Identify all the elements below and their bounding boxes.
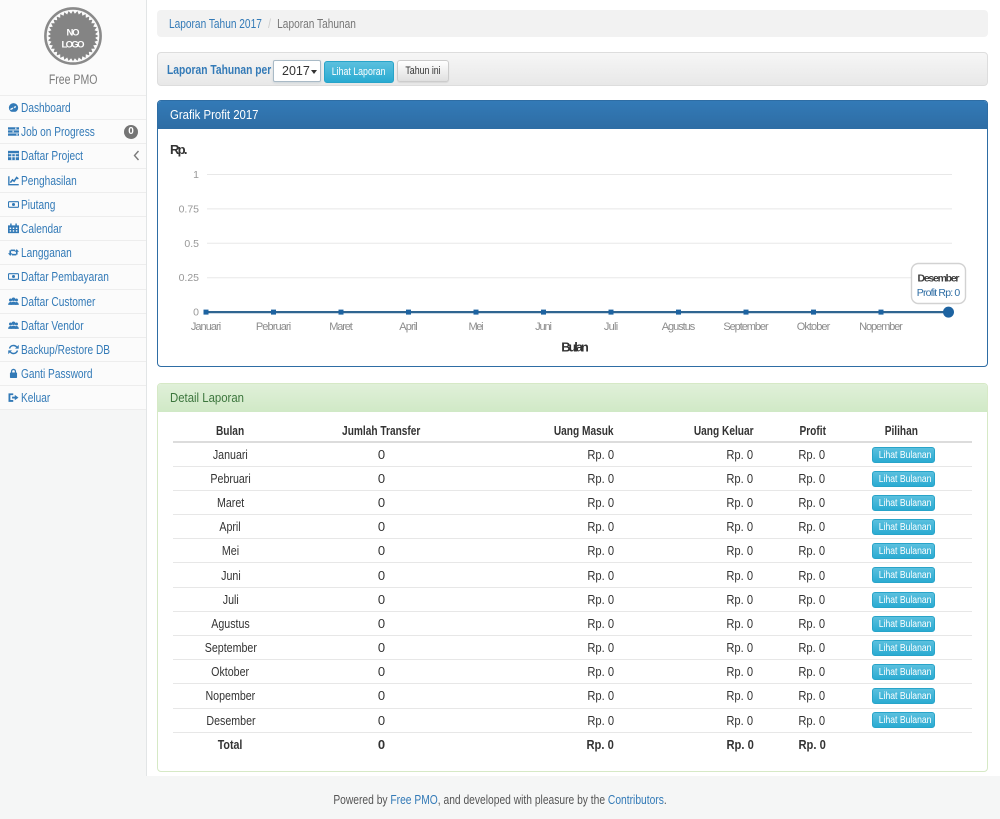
- svg-text:April: April: [399, 321, 418, 333]
- svg-text:Juli: Juli: [604, 321, 618, 333]
- svg-text:Profit Rp: 0: Profit Rp: 0: [917, 287, 961, 299]
- svg-text:September: September: [723, 321, 769, 333]
- svg-text:0.25: 0.25: [179, 272, 200, 284]
- svg-text:Agustus: Agustus: [662, 321, 696, 333]
- svg-text:Rp.: Rp.: [170, 142, 188, 157]
- svg-text:Pebruari: Pebruari: [256, 321, 291, 333]
- svg-text:Januari: Januari: [191, 321, 221, 333]
- svg-text:Nopember: Nopember: [859, 321, 903, 333]
- svg-text:Juni: Juni: [535, 321, 552, 333]
- svg-text:LOGO: LOGO: [62, 40, 85, 51]
- svg-text:Maret: Maret: [329, 321, 353, 333]
- svg-text:Oktober: Oktober: [797, 321, 831, 333]
- svg-text:0: 0: [193, 307, 199, 319]
- svg-text:0.75: 0.75: [179, 203, 200, 215]
- svg-text:1: 1: [193, 169, 199, 181]
- svg-text:Bulan: Bulan: [561, 340, 589, 355]
- svg-text:NO: NO: [67, 28, 80, 39]
- svg-text:0.5: 0.5: [184, 238, 199, 250]
- svg-text:Mei: Mei: [468, 321, 483, 333]
- svg-text:Desember: Desember: [918, 273, 960, 285]
